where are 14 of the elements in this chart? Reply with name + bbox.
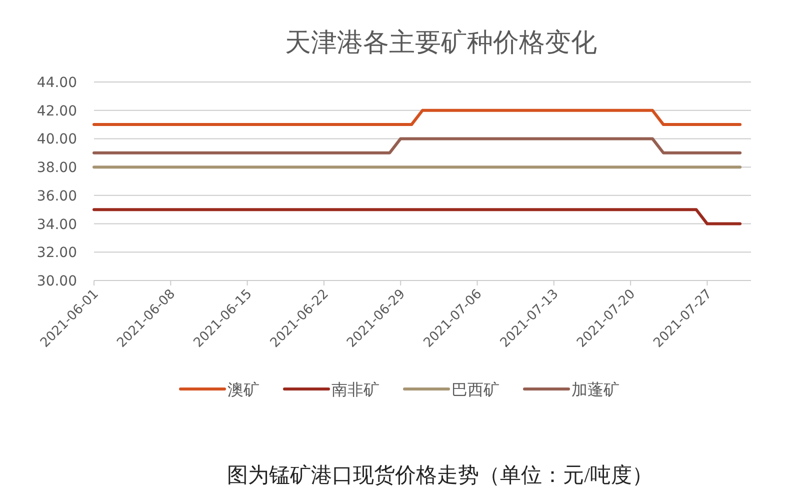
y-tick-label: 44.00 xyxy=(36,75,77,91)
legend-label: 南非矿 xyxy=(332,380,380,399)
y-tick-label: 32.00 xyxy=(36,245,77,262)
y-tick-label: 38.00 xyxy=(36,160,77,176)
y-tick-label: 30.00 xyxy=(36,274,77,290)
text: 图为锰矿港口现货价格走势（单位：元/吨度） xyxy=(227,463,653,487)
chart-title: 天津港各主要矿种价格变化 xyxy=(285,28,597,58)
legend-label: 巴西矿 xyxy=(452,380,500,399)
legend-label: 澳矿 xyxy=(228,380,260,399)
y-tick-label: 34.00 xyxy=(36,216,77,233)
y-tick-label: 40.00 xyxy=(36,132,77,148)
y-tick-label: 36.00 xyxy=(36,188,77,204)
y-tick-label: 42.00 xyxy=(36,103,77,120)
legend-label: 加蓬矿 xyxy=(572,380,620,399)
